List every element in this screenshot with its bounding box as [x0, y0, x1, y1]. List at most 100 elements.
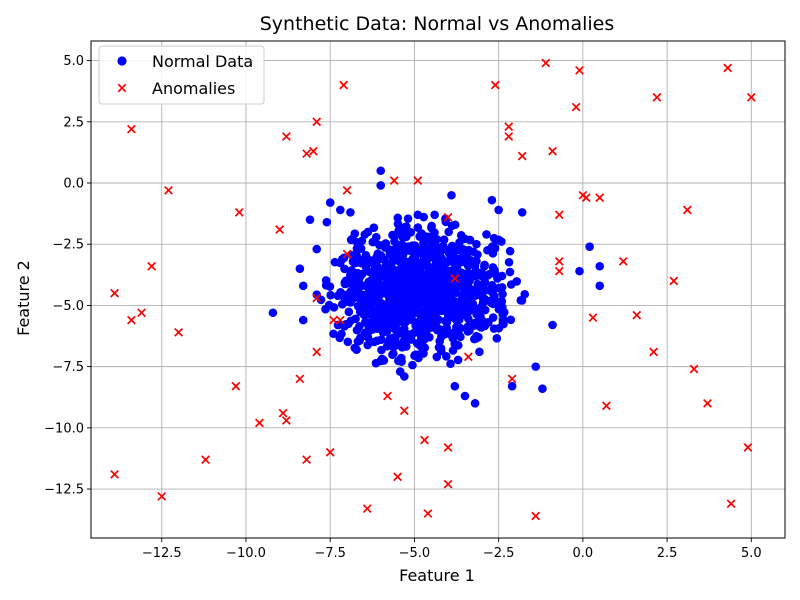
normal-point [429, 304, 439, 314]
anomaly-point [649, 347, 659, 357]
normal-data-points [268, 166, 605, 408]
normal-point [345, 289, 354, 298]
normal-point [398, 251, 408, 261]
anomaly-point [110, 469, 119, 479]
x-axis-label: Feature 1 [399, 566, 475, 585]
normal-point [463, 268, 473, 278]
normal-point [480, 277, 490, 287]
normal-point [441, 217, 451, 227]
normal-point [453, 355, 463, 365]
normal-point [399, 324, 409, 333]
anomaly-point [174, 327, 183, 337]
normal-point [412, 286, 422, 295]
normal-point [427, 221, 436, 231]
normal-point [361, 251, 371, 260]
normal-point [336, 205, 345, 215]
normal-point [473, 307, 482, 317]
anomaly-point [618, 256, 628, 266]
normal-point [355, 282, 364, 292]
normal-point [390, 237, 399, 246]
anomaly-point [504, 122, 514, 132]
normal-point [423, 261, 432, 271]
anomaly-point [571, 102, 581, 112]
normal-point [389, 342, 398, 352]
normal-point [483, 271, 493, 280]
anomaly-point [507, 374, 517, 384]
normal-point [407, 315, 417, 325]
x-tick-label: −12.5 [142, 546, 182, 561]
normal-point [357, 236, 367, 246]
normal-point [487, 195, 497, 205]
normal-point [376, 181, 386, 190]
normal-point [346, 270, 355, 280]
normal-point [388, 247, 398, 257]
anomaly-point [312, 347, 322, 357]
anomaly-point [504, 132, 514, 141]
anomaly-point [450, 274, 460, 283]
normal-point [507, 381, 517, 391]
anomaly-point [726, 499, 736, 509]
normal-point [316, 295, 326, 305]
normal-point [329, 303, 339, 312]
normal-point [548, 320, 557, 330]
normal-point [476, 286, 486, 295]
normal-point [465, 235, 475, 245]
anomaly-point [383, 391, 392, 401]
legend-marker-anomalies [117, 83, 127, 93]
anomaly-point [281, 132, 291, 141]
normal-point [498, 289, 507, 299]
normal-point [340, 264, 349, 274]
anomaly-point [339, 80, 349, 90]
x-tick-label: 0.0 [573, 546, 594, 561]
normal-point [447, 221, 457, 231]
normal-point [494, 323, 504, 333]
normal-point [371, 232, 381, 242]
normal-point [432, 288, 442, 298]
normal-point [325, 198, 335, 207]
normal-point [403, 280, 412, 290]
normal-point [420, 310, 429, 319]
normal-point [389, 349, 398, 359]
anomaly-point [588, 313, 598, 323]
normal-point [531, 362, 540, 371]
anomaly-point [295, 374, 305, 384]
y-tick-label: −7.5 [52, 360, 84, 375]
normal-point [575, 266, 584, 276]
normal-point [460, 289, 469, 299]
normal-point [364, 277, 374, 287]
normal-point [472, 239, 481, 249]
normal-point [585, 242, 594, 251]
normal-point [268, 308, 278, 318]
anomaly-point [554, 266, 564, 276]
normal-point [434, 298, 444, 308]
normal-point [348, 257, 358, 266]
legend-label-normal: Normal Data [152, 52, 253, 71]
anomaly-point [399, 406, 409, 416]
anomaly-point [575, 65, 584, 75]
legend-marker-normal [117, 56, 127, 66]
normal-point [419, 335, 429, 345]
anomaly-point [147, 261, 157, 271]
anomaly-point [342, 249, 352, 259]
normal-point [446, 359, 455, 369]
normal-point [453, 280, 462, 289]
normal-point [382, 327, 392, 336]
y-axis-label: Feature 2 [14, 260, 33, 336]
normal-point [413, 223, 423, 232]
normal-point [422, 277, 431, 287]
normal-point [494, 235, 504, 245]
normal-point [410, 303, 419, 313]
normal-point [390, 324, 400, 334]
normal-point [422, 232, 431, 241]
x-tick-label: −5.0 [399, 546, 431, 561]
normal-point [484, 318, 493, 327]
normal-point [447, 297, 457, 307]
x-tick-label: −10.0 [226, 546, 266, 561]
anomaly-point [517, 151, 527, 161]
normal-point [409, 275, 419, 285]
normal-point [393, 219, 403, 229]
normal-point [329, 329, 338, 339]
y-tick-label: 5.0 [63, 54, 84, 69]
